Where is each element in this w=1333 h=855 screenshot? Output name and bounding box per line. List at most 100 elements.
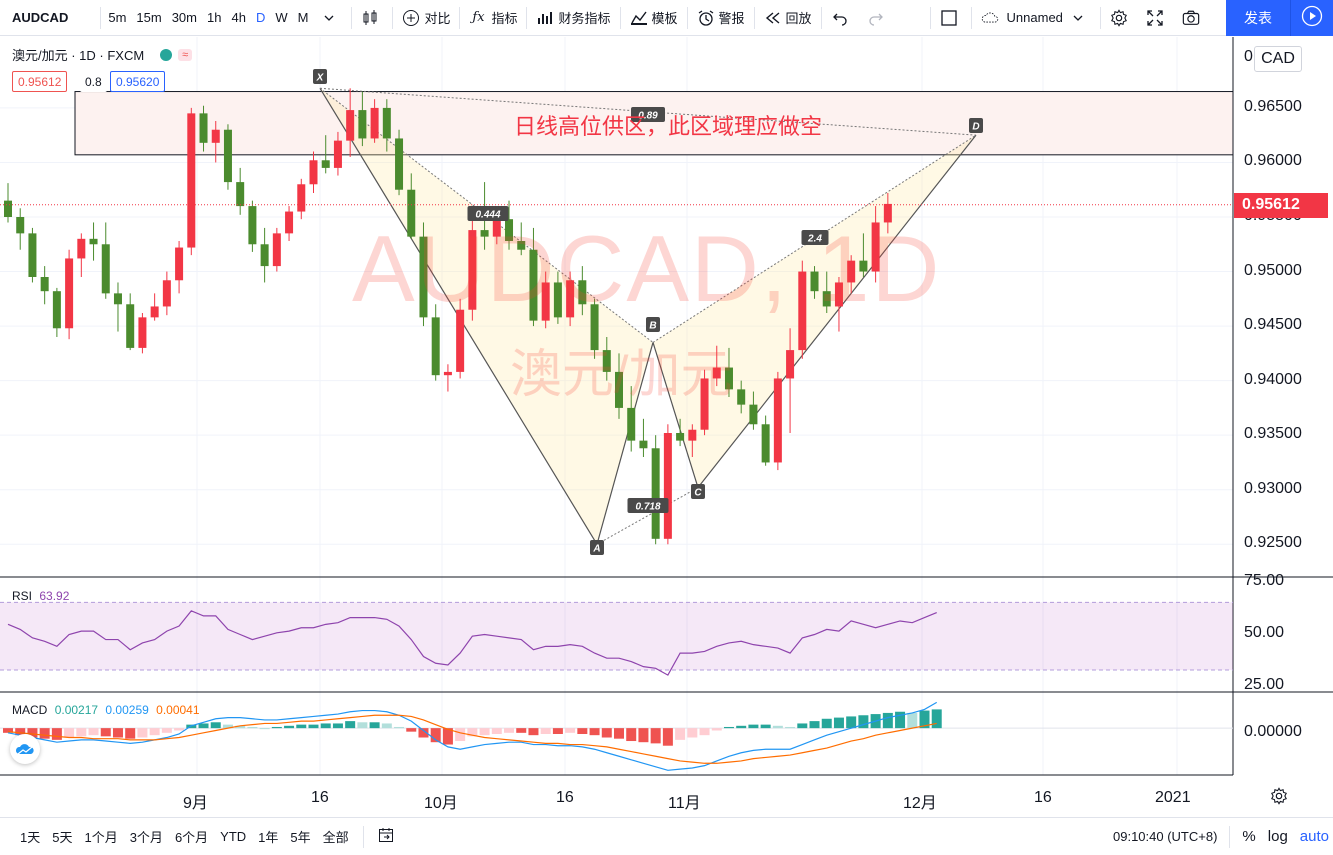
macd-histogram-bar <box>467 728 478 737</box>
chart-canvas[interactable]: X A B C D 0.89 0.444 0.718 2.4 日线高位供区，此区域理应做空 <box>0 37 1333 817</box>
macd-histogram-bar <box>504 728 515 733</box>
tf-1h[interactable]: 1h <box>207 10 222 25</box>
candle-body <box>541 282 550 321</box>
axis-settings-button[interactable] <box>1270 787 1288 810</box>
macd-histogram-bar <box>699 728 710 736</box>
candle-body <box>370 107 379 139</box>
range-5d[interactable]: 5天 <box>52 830 73 845</box>
tf-w[interactable]: W <box>275 10 288 25</box>
tf-30m[interactable]: 30m <box>171 10 197 25</box>
macd-histogram-bar <box>198 723 209 729</box>
divider <box>970 6 972 29</box>
timeframe-dropdown[interactable] <box>313 0 349 36</box>
spread-value: 0.8 <box>80 71 107 92</box>
macd-histogram-bar <box>430 728 441 743</box>
candle-body <box>175 247 184 281</box>
price-axis-top-label: 0 <box>1244 48 1253 65</box>
tf-15m[interactable]: 15m <box>136 10 162 25</box>
candle-body <box>187 113 196 248</box>
goto-date-button[interactable] <box>372 827 400 846</box>
macd-name[interactable]: MACD <box>12 703 48 717</box>
publish-menu-button[interactable] <box>1290 0 1333 36</box>
range-6m[interactable]: 6个月 <box>174 830 209 845</box>
publish-button[interactable]: 发表 <box>1226 0 1290 36</box>
clock[interactable]: 09:10:40 (UTC+8) <box>1113 829 1218 844</box>
legend-title[interactable]: 澳元/加元 · 1D · FXCM <box>12 48 145 63</box>
macd-legend: MACD 0.00217 0.00259 0.00041 <box>12 703 200 717</box>
compare-button[interactable]: 对比 <box>395 0 457 36</box>
candle-body <box>529 249 538 321</box>
macd-histogram-bar <box>308 724 319 729</box>
bid-price[interactable]: 0.95612 <box>12 71 68 92</box>
candle-body <box>126 304 135 348</box>
alert-button[interactable]: 警报 <box>690 0 752 36</box>
macd-histogram-bar <box>369 722 380 729</box>
tf-m[interactable]: M <box>297 10 309 25</box>
macd-histogram-bar <box>149 728 160 736</box>
log-toggle[interactable]: log <box>1267 828 1288 845</box>
macd-histogram-bar <box>565 728 576 733</box>
candle-body <box>272 233 281 267</box>
settings-button[interactable] <box>1103 0 1139 36</box>
financials-button[interactable]: 财务指标 <box>529 0 617 36</box>
range-all[interactable]: 全部 <box>322 830 349 845</box>
candle-body <box>700 378 709 430</box>
candle-body <box>101 244 110 294</box>
divider <box>619 6 621 29</box>
macd-axis-zero: 0.00000 <box>1244 723 1302 740</box>
range-1m[interactable]: 1个月 <box>84 830 118 845</box>
pattern-label-c: C <box>694 488 702 499</box>
rsi-name[interactable]: RSI <box>12 589 33 603</box>
macd-histogram-bar <box>137 728 148 738</box>
macd-histogram-bar <box>345 721 356 729</box>
candle-body <box>517 241 526 250</box>
price-axis-label: 0.94500 <box>1244 316 1302 334</box>
snapshot-button[interactable] <box>1175 0 1211 36</box>
macd-histogram-bar <box>711 728 722 731</box>
percent-toggle[interactable]: % <box>1242 828 1256 845</box>
candle-body <box>150 306 159 318</box>
candle-body <box>407 189 416 237</box>
macd-histogram-bar <box>174 728 185 731</box>
indicators-button[interactable]: ƒx 指标 <box>462 0 524 36</box>
range-3m[interactable]: 3个月 <box>129 830 163 845</box>
range-ytd[interactable]: YTD <box>220 829 247 844</box>
range-1y[interactable]: 1年 <box>258 830 279 845</box>
tf-d[interactable]: D <box>255 10 266 25</box>
replay-label: 回放 <box>785 11 812 26</box>
macd-histogram-bar <box>785 726 796 729</box>
macd-histogram-bar <box>3 728 13 733</box>
rsi-value: 63.92 <box>39 589 70 603</box>
ask-price[interactable]: 0.95620 <box>110 71 166 92</box>
candle-body <box>834 282 843 307</box>
rsi-legend: RSI 63.92 <box>12 589 69 603</box>
tf-4h[interactable]: 4h <box>231 10 246 25</box>
range-1d[interactable]: 1天 <box>20 830 41 845</box>
chart-area[interactable]: X A B C D 0.89 0.444 0.718 2.4 日线高位供区，此区域理应做空 AUD… <box>0 37 1333 817</box>
undo-button[interactable] <box>824 0 860 36</box>
cloud-badge-icon[interactable] <box>10 734 40 764</box>
candle-body <box>822 291 831 307</box>
fullscreen-layout-button[interactable] <box>933 0 969 36</box>
tf-5m[interactable]: 5m <box>108 10 127 25</box>
rsi-line <box>7 610 937 676</box>
candle-body <box>712 367 721 379</box>
macd-histogram-bar <box>406 728 417 732</box>
range-5y[interactable]: 5年 <box>290 830 311 845</box>
replay-button[interactable]: 回放 <box>757 0 819 36</box>
redo-button[interactable] <box>860 0 896 36</box>
macd-histogram-bar <box>723 726 734 729</box>
currency-button[interactable]: CAD <box>1254 46 1302 72</box>
chart-type-button[interactable] <box>354 0 390 36</box>
pattern-label-d-bg <box>969 118 983 133</box>
pattern-label-d: D <box>972 122 979 133</box>
supply-zone <box>74 91 1234 156</box>
macd-histogram-bar <box>320 723 331 729</box>
candle-body <box>578 280 587 305</box>
symbol-search-button[interactable]: AUDCAD <box>12 10 69 25</box>
layout-name-button[interactable]: Unnamed <box>974 0 1098 36</box>
time-label-16-dec: 16 <box>1034 789 1052 806</box>
auto-toggle[interactable]: auto <box>1299 828 1329 845</box>
templates-button[interactable]: 模板 <box>623 0 685 36</box>
fullscreen-button[interactable] <box>1139 0 1175 36</box>
